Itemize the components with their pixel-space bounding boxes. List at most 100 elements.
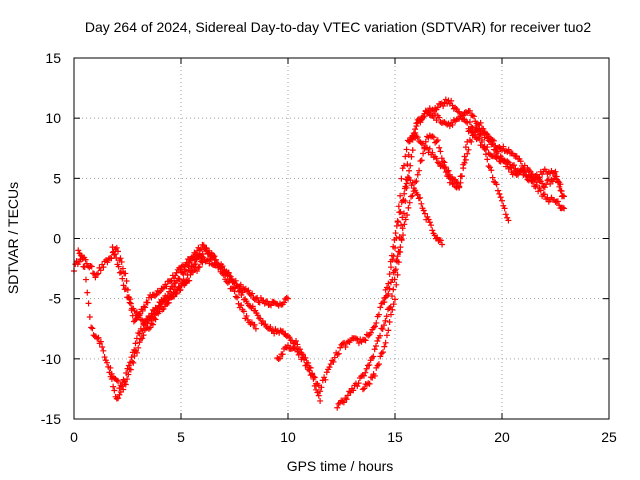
- data-point: [454, 183, 461, 190]
- data-point: [243, 312, 250, 319]
- data-point: [115, 263, 122, 270]
- data-point: [122, 270, 129, 277]
- data-point: [399, 225, 406, 232]
- data-point: [334, 351, 341, 358]
- data-point: [353, 335, 360, 342]
- data-point: [313, 386, 320, 393]
- data-point: [196, 263, 203, 270]
- data-point: [122, 285, 129, 292]
- data-point: [373, 342, 380, 349]
- data-point: [152, 316, 159, 323]
- data-point: [362, 369, 369, 376]
- data-point: [367, 329, 374, 336]
- data-point: [464, 150, 471, 157]
- data-point: [383, 284, 390, 291]
- data-point: [493, 154, 500, 161]
- data-point: [355, 340, 362, 347]
- data-point: [428, 222, 435, 229]
- data-point: [137, 316, 144, 323]
- data-point: [390, 286, 397, 293]
- data-point: [293, 345, 300, 352]
- data-point: [276, 355, 283, 362]
- data-point: [541, 191, 548, 198]
- data-point: [113, 377, 120, 384]
- data-point: [559, 204, 566, 211]
- data-point: [360, 372, 367, 379]
- data-point: [254, 312, 261, 319]
- data-point: [441, 99, 448, 106]
- data-point: [426, 132, 433, 139]
- data-point: [552, 173, 559, 180]
- data-point: [468, 123, 475, 130]
- data-point: [337, 344, 344, 351]
- data-point: [354, 383, 361, 390]
- data-point: [440, 158, 447, 165]
- data-point: [379, 326, 386, 333]
- data-point: [186, 259, 193, 266]
- data-point: [489, 174, 496, 181]
- data-point: [238, 302, 245, 309]
- data-point: [525, 166, 532, 173]
- data-point: [441, 159, 448, 166]
- data-point: [403, 180, 410, 187]
- data-point: [413, 123, 420, 130]
- data-point: [414, 191, 421, 198]
- data-point: [464, 138, 471, 145]
- data-point: [374, 338, 381, 345]
- data-point: [79, 255, 86, 262]
- data-point: [111, 387, 118, 394]
- data-point: [393, 257, 400, 264]
- data-point: [76, 258, 83, 265]
- data-point: [445, 167, 452, 174]
- data-point: [151, 315, 158, 322]
- data-point: [166, 288, 173, 295]
- data-point: [387, 279, 394, 286]
- data-point: [318, 384, 325, 391]
- data-point: [191, 256, 198, 263]
- data-point: [429, 149, 436, 156]
- data-point: [389, 276, 396, 283]
- data-point: [361, 385, 368, 392]
- data-point: [474, 121, 481, 128]
- data-point: [559, 192, 566, 199]
- data-point: [100, 264, 107, 271]
- data-point: [95, 334, 102, 341]
- data-point: [375, 361, 382, 368]
- data-point: [331, 354, 338, 361]
- data-point: [409, 192, 416, 199]
- data-point: [104, 359, 111, 366]
- x-tick-label: 0: [70, 429, 78, 445]
- data-point: [387, 264, 394, 271]
- data-point: [402, 183, 409, 190]
- data-point: [140, 303, 147, 310]
- data-point: [507, 161, 514, 168]
- data-point: [111, 251, 118, 258]
- data-point: [438, 100, 445, 107]
- data-point: [88, 263, 95, 270]
- data-point: [165, 299, 172, 306]
- data-point: [450, 180, 457, 187]
- data-point: [286, 334, 293, 341]
- data-point: [504, 158, 511, 165]
- data-point: [420, 207, 427, 214]
- data-point: [99, 344, 106, 351]
- data-point: [335, 400, 342, 407]
- data-point: [186, 277, 193, 284]
- data-point: [371, 323, 378, 330]
- data-point: [251, 321, 258, 328]
- x-tick-label: 25: [601, 429, 617, 445]
- data-point: [446, 123, 453, 130]
- x-tick-label: 15: [387, 429, 403, 445]
- series-satellite-track-9: [387, 174, 446, 265]
- data-point: [225, 269, 232, 276]
- data-point: [385, 280, 392, 287]
- data-point: [117, 382, 124, 389]
- data-point: [245, 287, 252, 294]
- data-point: [434, 104, 441, 111]
- data-point: [199, 259, 206, 266]
- data-point: [107, 364, 114, 371]
- data-point: [399, 197, 406, 204]
- data-point: [127, 300, 134, 307]
- data-point: [314, 389, 321, 396]
